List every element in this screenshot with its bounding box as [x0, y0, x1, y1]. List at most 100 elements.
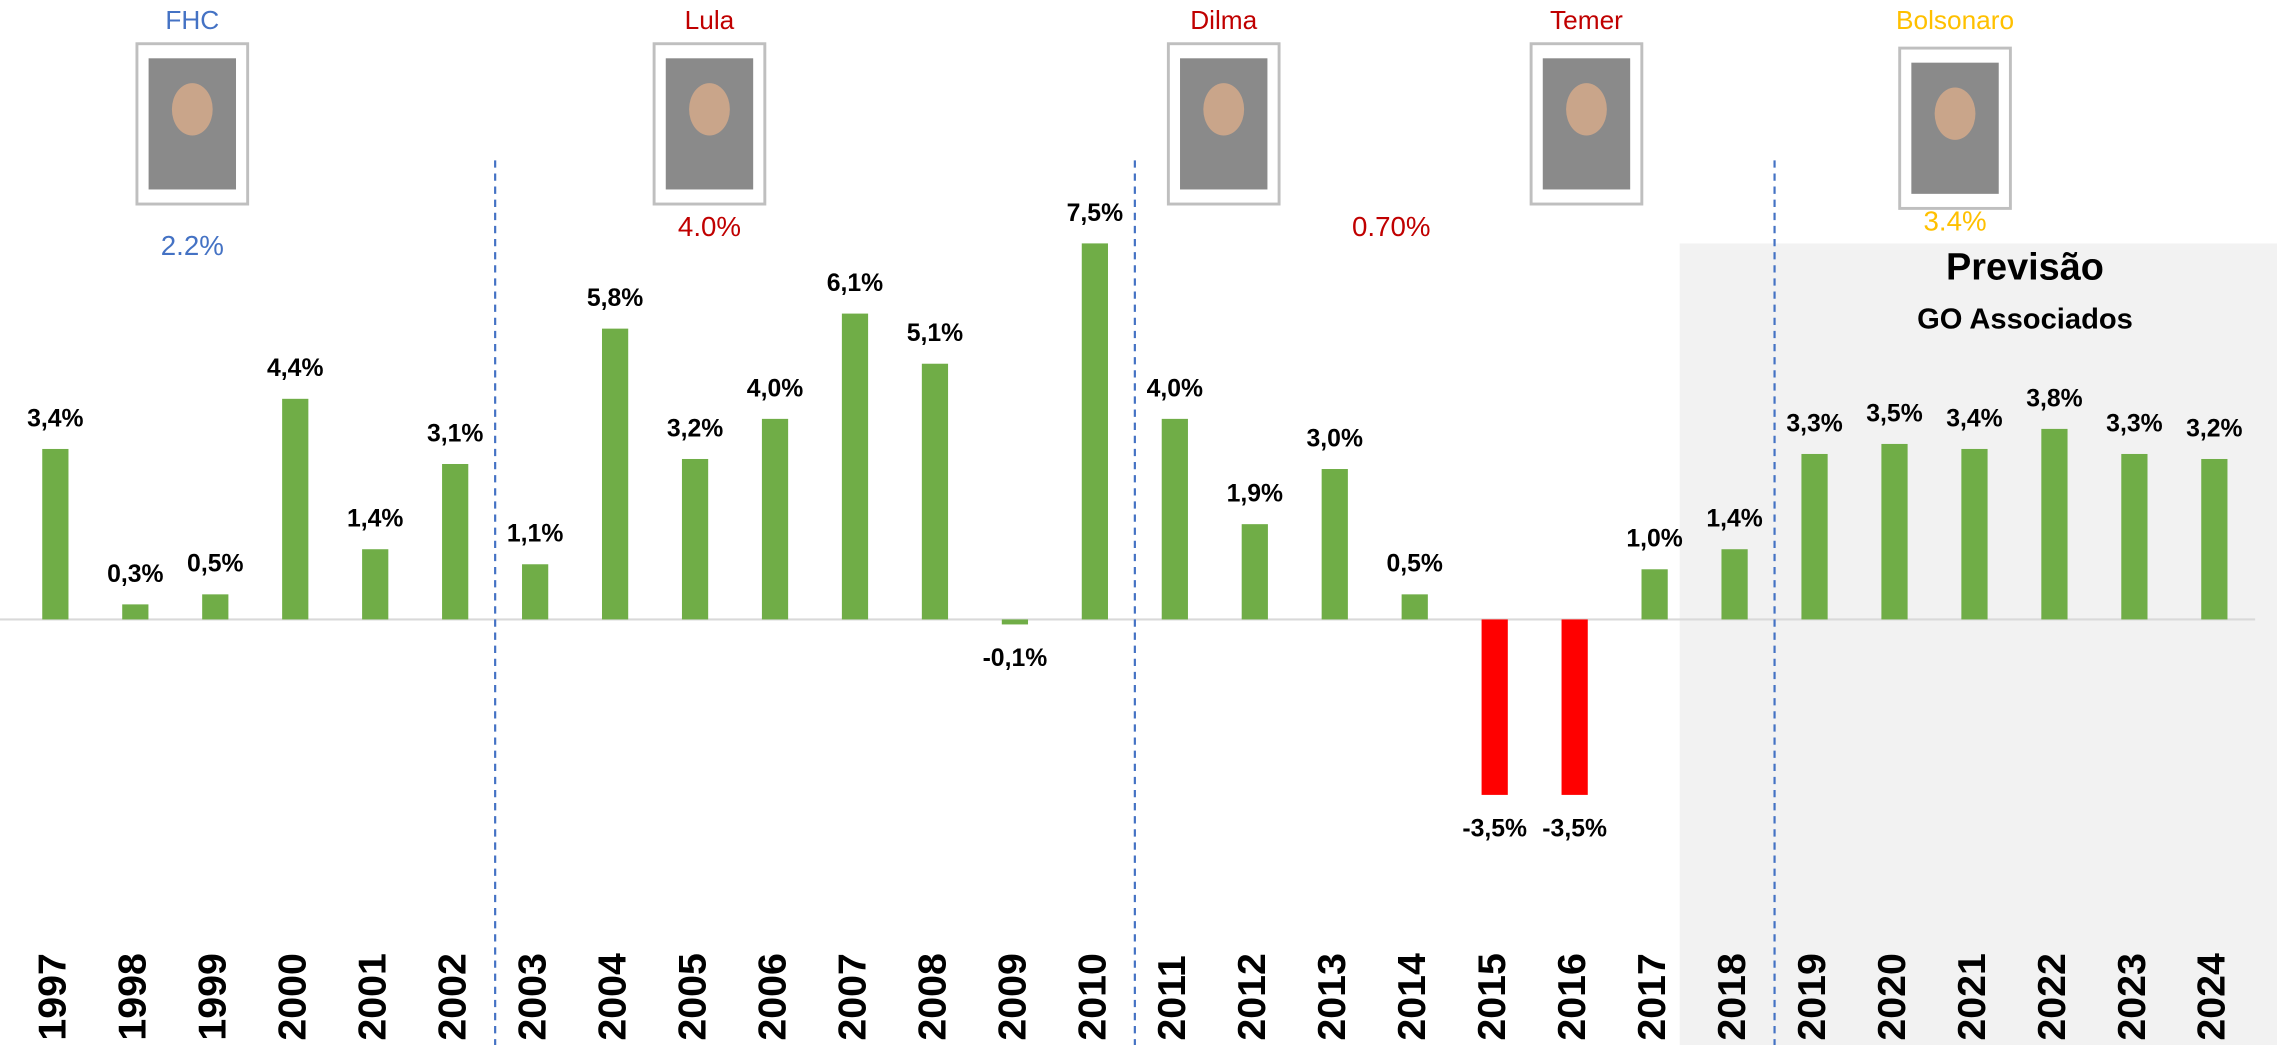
forecast-region — [1679, 243, 2277, 1045]
value-label: 3,5% — [1866, 400, 1922, 427]
bar — [122, 604, 149, 620]
value-label: 5,8% — [587, 285, 643, 312]
president-name: Temer — [1550, 5, 1623, 35]
x-tick-label: 2009 — [990, 953, 1034, 1041]
bar — [1081, 243, 1108, 620]
bar — [681, 458, 709, 620]
bar — [1721, 549, 1748, 620]
x-tick-label: 2023 — [2110, 953, 2154, 1041]
president-name: Lula — [685, 5, 735, 35]
x-tick-label: 1998 — [111, 953, 155, 1041]
x-tick-label: 2014 — [1390, 953, 1434, 1041]
value-label: 4,0% — [1147, 375, 1203, 402]
x-tick-label: 2006 — [750, 953, 794, 1041]
bar — [761, 418, 789, 620]
value-label: 6,1% — [827, 270, 883, 297]
bar — [2201, 458, 2228, 620]
value-label: 1,9% — [1227, 481, 1283, 508]
president-name: FHC — [165, 5, 219, 35]
x-tick-label: 2022 — [2030, 953, 2074, 1041]
photo-face — [1934, 87, 1976, 140]
bar — [282, 398, 309, 620]
value-label: 1,4% — [1706, 506, 1762, 533]
value-label: 3,3% — [2106, 410, 2162, 437]
x-tick-label: 2008 — [910, 953, 954, 1041]
value-label: 5,1% — [907, 320, 963, 347]
president-name: Bolsonaro — [1896, 5, 2014, 35]
x-tick-label: 2004 — [590, 953, 634, 1041]
value-label: 3,3% — [1786, 410, 1842, 437]
value-label: 1,4% — [347, 506, 403, 533]
x-tick-label: 2013 — [1310, 953, 1354, 1041]
x-tick-label: 2021 — [1950, 953, 1994, 1041]
value-label: 0,3% — [107, 561, 163, 588]
bar — [1481, 619, 1508, 795]
forecast-subtitle: GO Associados — [1917, 303, 2133, 335]
x-tick-label: 2007 — [830, 953, 874, 1041]
term-average: 2.2% — [161, 230, 224, 261]
value-label: 4,4% — [267, 355, 323, 382]
photo-face — [1566, 83, 1607, 136]
x-tick-label: 2017 — [1630, 953, 1674, 1041]
x-tick-label: 2010 — [1070, 953, 1114, 1041]
x-tick-label: 2012 — [1230, 953, 1274, 1041]
value-label: 1,1% — [507, 521, 563, 548]
term-average: 4.0% — [678, 211, 741, 242]
value-label: 3,4% — [1946, 405, 2002, 432]
x-tick-label: 2024 — [2190, 953, 2234, 1041]
value-label: 3,2% — [2186, 415, 2242, 442]
value-label: -3,5% — [1462, 815, 1527, 842]
bar — [522, 564, 549, 620]
x-tick-label: 2002 — [431, 953, 475, 1041]
value-label: 3,8% — [2026, 385, 2082, 412]
bar — [1321, 469, 1348, 620]
bar — [1641, 569, 1668, 620]
x-tick-label: 2001 — [351, 953, 395, 1041]
president-name: Dilma — [1190, 5, 1257, 35]
value-label: 1,0% — [1626, 526, 1682, 553]
bar — [442, 463, 469, 620]
term-average: 0.70% — [1352, 211, 1430, 242]
x-tick-label: 1999 — [191, 953, 235, 1041]
bar — [2121, 453, 2148, 620]
bar — [1161, 418, 1188, 620]
value-label: 0,5% — [1387, 551, 1443, 578]
value-label: 3,0% — [1307, 425, 1363, 452]
value-label: -0,1% — [983, 645, 1048, 672]
bar — [921, 363, 949, 620]
forecast-title: Previsão — [1946, 247, 2104, 289]
x-tick-label: 2005 — [670, 953, 714, 1041]
x-tick-label: 2019 — [1790, 953, 1834, 1041]
value-label: 0,5% — [187, 551, 243, 578]
bar — [1001, 619, 1029, 625]
bar — [841, 313, 869, 620]
x-tick-label: 1997 — [31, 953, 75, 1041]
bar — [601, 328, 629, 620]
bar — [1561, 619, 1588, 795]
bar — [1241, 524, 1268, 620]
value-label: 3,1% — [427, 420, 483, 447]
bar — [1801, 453, 1828, 620]
x-tick-label: 2003 — [511, 953, 555, 1041]
x-tick-label: 2020 — [1870, 953, 1914, 1041]
bar — [1881, 443, 1908, 620]
bar — [1961, 448, 1988, 620]
photo-face — [171, 83, 213, 136]
value-label: 7,5% — [1067, 200, 1123, 227]
term-average: 3.4% — [1924, 205, 1987, 236]
bar — [2041, 428, 2068, 620]
value-label: 4,0% — [747, 375, 803, 402]
x-tick-label: 2016 — [1550, 953, 1594, 1041]
x-tick-label: 2018 — [1710, 953, 1754, 1041]
x-tick-label: 2015 — [1470, 953, 1514, 1041]
photo-face — [1203, 83, 1245, 136]
bar — [202, 594, 229, 620]
value-label: 3,4% — [27, 405, 83, 432]
bar — [1401, 594, 1428, 620]
value-label: -3,5% — [1542, 815, 1607, 842]
value-label: 3,2% — [667, 415, 723, 442]
bar — [362, 549, 389, 620]
bar — [42, 448, 69, 620]
photo-face — [689, 83, 730, 136]
